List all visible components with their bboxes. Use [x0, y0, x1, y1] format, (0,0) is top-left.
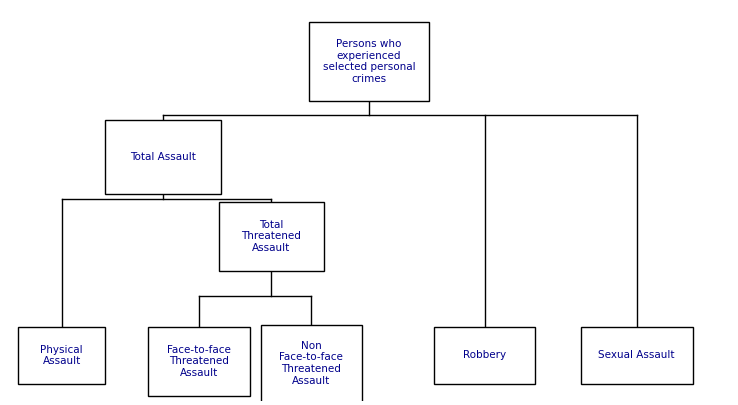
FancyBboxPatch shape [148, 326, 249, 396]
Text: Non
Face-to-face
Threatened
Assault: Non Face-to-face Threatened Assault [279, 341, 343, 386]
FancyBboxPatch shape [581, 326, 693, 384]
Text: Robbery: Robbery [463, 350, 506, 360]
Text: Total Assault: Total Assault [130, 152, 196, 162]
Text: Face-to-face
Threatened
Assault: Face-to-face Threatened Assault [167, 345, 231, 378]
Text: Total
Threatened
Assault: Total Threatened Assault [241, 220, 301, 253]
FancyBboxPatch shape [219, 202, 324, 271]
FancyBboxPatch shape [434, 326, 535, 384]
FancyBboxPatch shape [309, 22, 429, 101]
FancyBboxPatch shape [105, 120, 221, 194]
Text: Sexual Assault: Sexual Assault [599, 350, 675, 360]
Text: Physical
Assault: Physical Assault [41, 345, 83, 366]
FancyBboxPatch shape [18, 326, 105, 384]
FancyBboxPatch shape [261, 324, 362, 402]
Text: Persons who
experienced
selected personal
crimes: Persons who experienced selected persona… [323, 39, 415, 84]
